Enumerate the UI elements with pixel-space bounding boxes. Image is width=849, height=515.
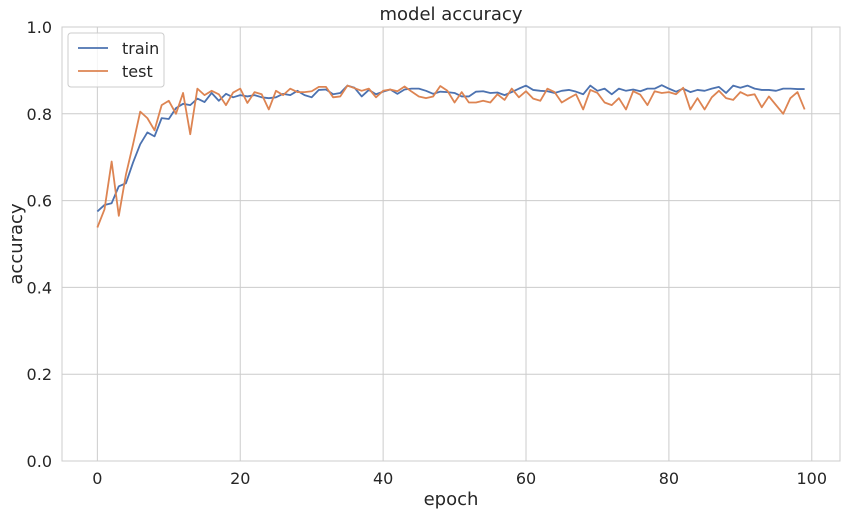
y-tick-label: 0.6 xyxy=(27,192,52,211)
series-line-test xyxy=(96,84,806,228)
plot-frame xyxy=(61,26,841,462)
grid-lines xyxy=(62,26,840,462)
legend: train test xyxy=(67,32,165,88)
y-axis-title: accuracy xyxy=(6,203,27,285)
y-tick-label: 0.8 xyxy=(27,105,52,124)
chart-title: model accuracy xyxy=(380,4,523,25)
y-tick-label: 0.0 xyxy=(27,452,52,471)
x-tick-label: 40 xyxy=(373,469,393,488)
y-tick-labels: 0.0 0.2 0.4 0.6 0.8 1.0 xyxy=(27,18,52,471)
legend-box xyxy=(67,32,165,88)
y-tick-label: 0.2 xyxy=(27,365,52,384)
legend-label-train: train xyxy=(122,39,159,58)
y-tick-label: 1.0 xyxy=(27,18,52,37)
x-tick-label: 20 xyxy=(230,469,250,488)
x-tick-label: 0 xyxy=(92,469,102,488)
x-tick-label: 60 xyxy=(516,469,536,488)
series-line-train xyxy=(96,84,805,213)
series-lines xyxy=(96,84,806,228)
x-axis-title: epoch xyxy=(424,489,479,510)
x-tick-labels: 0 20 40 60 80 100 xyxy=(92,469,827,488)
legend-label-test: test xyxy=(122,62,153,81)
x-tick-label: 80 xyxy=(659,469,679,488)
y-tick-label: 0.4 xyxy=(27,278,52,297)
x-tick-label: 100 xyxy=(797,469,828,488)
